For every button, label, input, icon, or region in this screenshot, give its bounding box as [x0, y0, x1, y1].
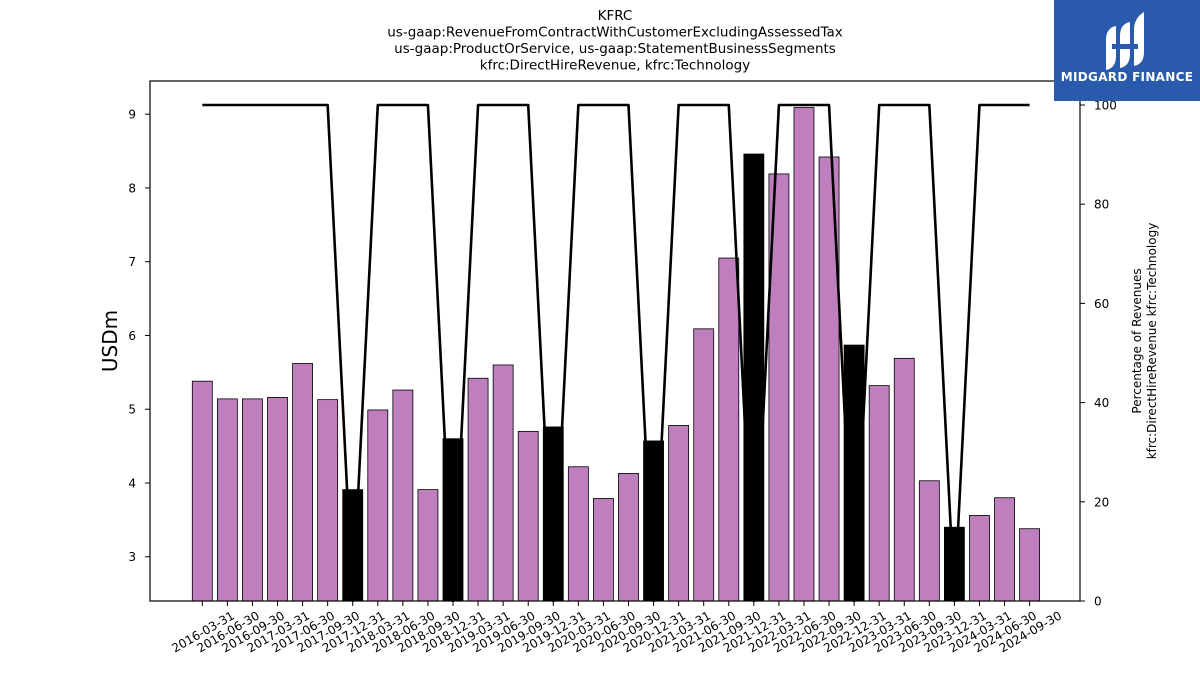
right-y-axis-label: Percentage of Revenues kfrc:DirectHireRev… — [1130, 223, 1159, 460]
right-y-axis-label-line: kfrc:DirectHireRevenue kfrc:Technology — [1145, 223, 1159, 460]
bar-2016-03-31 — [191, 380, 213, 602]
bar-2021-09-30 — [718, 257, 740, 602]
right-y-tick-label: 0 — [1094, 595, 1102, 609]
bar-2023-09-30 — [918, 480, 940, 602]
bar-2024-03-31 — [969, 515, 990, 602]
right-y-axis: 0 20 40 60 80 100 — [1080, 99, 1117, 609]
bar-2016-06-30 — [216, 398, 238, 602]
brand-badge-graphic: MIDGARD FINANCE — [1054, 0, 1200, 101]
y-tick-label: 5 — [128, 403, 136, 417]
bar-2023-06-30 — [893, 357, 915, 602]
right-y-tick-label: 80 — [1094, 198, 1109, 212]
bar-2017-03-31 — [267, 397, 288, 602]
chart-title: KFRCus-gaap:RevenueFromContractWithCusto… — [387, 8, 843, 74]
bar-2017-09-30 — [317, 399, 339, 602]
bar-2019-09-30 — [517, 430, 539, 602]
bar-2016-09-30 — [242, 398, 263, 602]
bar-2017-06-30 — [292, 363, 313, 602]
bar-2019-03-31 — [467, 377, 489, 602]
y-tick-label: 3 — [128, 550, 136, 564]
y-tick-label: 6 — [128, 329, 136, 343]
title-line: us-gaap:RevenueFromContractWithCustomerE… — [387, 25, 843, 41]
title-line: KFRC — [598, 8, 633, 24]
y-tick-label: 4 — [128, 476, 136, 490]
bar-2023-03-31 — [868, 385, 890, 602]
bar-2021-12-31 — [743, 153, 765, 602]
right-y-axis-label-line: Percentage of Revenues — [1130, 268, 1144, 413]
bar-2022-06-30 — [793, 107, 815, 602]
y-tick-label: 7 — [128, 255, 136, 269]
bar-2021-03-31 — [668, 425, 690, 602]
y-tick-label: 8 — [128, 181, 136, 195]
bar-2018-06-30 — [392, 389, 414, 602]
bar-2021-06-30 — [693, 328, 715, 602]
bar-2018-03-31 — [367, 409, 389, 602]
bars — [191, 107, 1041, 602]
left-y-axis: 3 4 5 6 7 8 9 — [128, 108, 150, 564]
percentage-line-layer — [202, 103, 1030, 603]
midgard-logo-icon — [1106, 12, 1144, 70]
bar-2020-06-30 — [593, 498, 614, 602]
bar-2024-06-30 — [994, 497, 1015, 602]
brand-badge: MIDGARD FINANCE — [1054, 0, 1200, 101]
right-y-tick-label: 60 — [1094, 297, 1109, 311]
y-tick-label: 9 — [128, 108, 136, 122]
right-y-tick-label: 100 — [1094, 99, 1117, 113]
title-line: kfrc:DirectHireRevenue, kfrc:Technology — [480, 58, 750, 74]
title-line: us-gaap:ProductOrService, us-gaap:Statem… — [394, 41, 836, 57]
x-axis: 2016-03-312016-06-302016-09-302017-03-31… — [169, 601, 1064, 655]
bar-2019-06-30 — [492, 364, 514, 602]
right-y-tick-label: 20 — [1094, 495, 1109, 509]
y-axis-label: USDm — [98, 310, 122, 372]
right-y-tick-label: 40 — [1094, 396, 1109, 410]
bar-2024-09-30 — [1019, 528, 1041, 602]
bar-2020-09-30 — [618, 472, 639, 602]
percentage-line — [202, 103, 1030, 603]
bar-2018-09-30 — [417, 489, 439, 602]
plot-frame — [149, 80, 1081, 602]
brand-name: MIDGARD FINANCE — [1061, 70, 1193, 84]
bar-2020-03-31 — [567, 466, 589, 602]
